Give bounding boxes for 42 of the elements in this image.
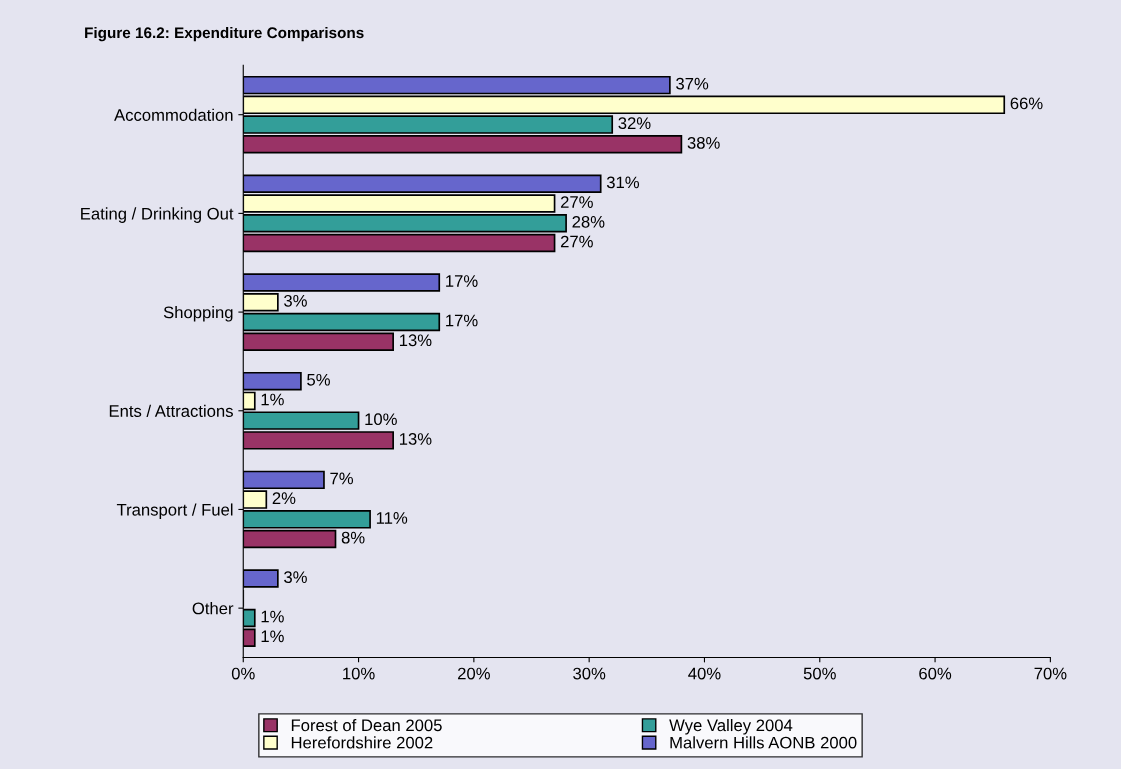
x-tick-label: 60% [919, 667, 952, 680]
data-label: 28% [572, 215, 605, 228]
x-tick-label: 30% [573, 667, 606, 680]
x-tick-label: 10% [343, 667, 375, 680]
legend-label: Forest of Dean 2005 [291, 719, 442, 732]
data-label: 11% [376, 512, 408, 524]
y-tick-label: Eating / Drinking Out [81, 207, 234, 223]
data-label: 1% [261, 393, 284, 406]
x-tick-label: 70% [1034, 667, 1067, 680]
data-label: 27% [560, 196, 593, 208]
data-label: 17% [446, 275, 478, 287]
data-label: 32% [618, 117, 651, 130]
y-tick-label: Ents / Attractions [109, 404, 233, 417]
data-label: 31% [606, 176, 640, 189]
legend-label: Malvern Hills AONB 2000 [670, 736, 857, 749]
data-label: 27% [560, 235, 593, 248]
x-tick-label: 40% [688, 667, 721, 680]
data-label: 13% [399, 433, 432, 445]
data-label: 10% [365, 413, 397, 426]
x-tick-label: 0% [231, 667, 255, 680]
data-label: 13% [399, 334, 432, 347]
chart-title: Figure 16.2: Expenditure Comparisons [85, 26, 364, 42]
data-label: 1% [261, 630, 284, 643]
data-label: 8% [341, 531, 365, 544]
data-label: 1% [261, 610, 284, 623]
y-tick-label: Accommodation [114, 108, 233, 121]
data-label: 3% [284, 571, 307, 584]
data-label: 17% [446, 314, 478, 327]
x-tick-label: 20% [458, 667, 490, 680]
data-label: 66% [1010, 97, 1043, 110]
data-label: 7% [330, 472, 354, 485]
y-tick-label: Transport / Fuel [116, 503, 233, 519]
legend-label: Herefordshire 2002 [291, 736, 433, 749]
data-label: 37% [676, 77, 709, 90]
data-label: 3% [284, 294, 307, 307]
x-tick-label: 50% [803, 667, 836, 680]
data-label: 5% [307, 373, 330, 386]
y-tick-label: Other [192, 602, 234, 615]
legend-label: Wye Valley 2004 [669, 718, 793, 735]
y-tick-label: Shopping [163, 306, 233, 322]
data-label: 2% [272, 492, 296, 504]
data-label: 38% [687, 136, 720, 149]
